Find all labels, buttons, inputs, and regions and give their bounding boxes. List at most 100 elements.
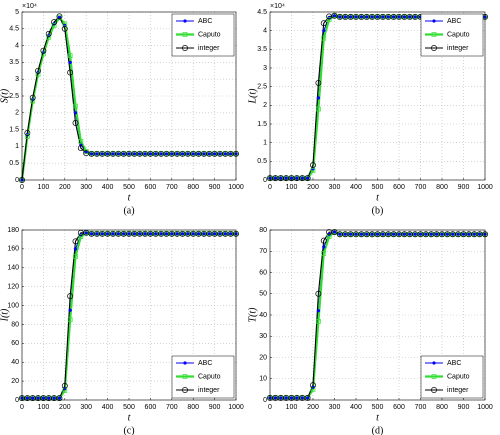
x-tick-label: 400 xyxy=(102,404,114,411)
data-point xyxy=(223,232,227,236)
data-point xyxy=(380,231,386,237)
y-tick-label: 70 xyxy=(259,248,267,255)
data-point xyxy=(89,152,94,156)
data-point xyxy=(218,152,222,156)
data-point xyxy=(229,232,233,236)
data-point xyxy=(25,396,29,400)
x-tick-label: 800 xyxy=(436,184,448,191)
data-point xyxy=(57,396,62,400)
legend-label: Caputo xyxy=(447,373,470,380)
x-tick-label: 700 xyxy=(415,404,427,411)
x-tick-label: 300 xyxy=(329,404,341,411)
x-tick-label: 1000 xyxy=(477,404,493,411)
data-point xyxy=(320,20,327,27)
legend-marker xyxy=(432,19,436,23)
legend-marker xyxy=(183,361,187,365)
data-point xyxy=(289,176,294,180)
data-point xyxy=(174,231,180,237)
data-point xyxy=(207,232,211,236)
data-point xyxy=(106,232,110,236)
y-tick-label: 40 xyxy=(259,312,267,319)
x-tick-label: 100 xyxy=(286,184,298,191)
data-point xyxy=(434,231,439,237)
data-point xyxy=(196,231,201,237)
data-point xyxy=(78,234,84,239)
data-point xyxy=(77,145,84,152)
data-point xyxy=(213,152,217,156)
data-point xyxy=(322,29,326,33)
data-point xyxy=(99,231,105,237)
data-point xyxy=(89,151,94,157)
data-point xyxy=(95,232,99,236)
y-tick-label: 0.5 xyxy=(9,160,19,167)
data-point xyxy=(359,232,363,236)
data-point xyxy=(338,232,342,236)
data-point xyxy=(121,231,127,237)
plot-frame xyxy=(21,11,237,181)
data-point xyxy=(35,67,42,74)
data-point xyxy=(300,396,304,400)
caption: (d) xyxy=(372,425,384,435)
data-point xyxy=(158,231,164,237)
y-multiplier: ×10⁴ xyxy=(22,3,37,10)
data-point xyxy=(228,231,233,237)
x-tick-label: 600 xyxy=(145,404,157,411)
data-point xyxy=(365,15,369,19)
data-point xyxy=(413,15,417,19)
legend-marker xyxy=(431,32,437,37)
data-point xyxy=(466,231,472,237)
data-point xyxy=(322,245,326,249)
data-point xyxy=(364,231,370,237)
data-point xyxy=(148,152,152,156)
data-point xyxy=(72,119,79,126)
x-tick-label: 400 xyxy=(102,184,114,191)
legend-label: ABC xyxy=(198,360,212,367)
data-point xyxy=(132,231,137,237)
x-tick-label: 1000 xyxy=(477,184,493,191)
y-tick-label: 100 xyxy=(7,302,19,309)
legend-marker xyxy=(182,32,188,37)
data-point xyxy=(407,14,413,20)
data-point xyxy=(84,231,88,235)
data-point xyxy=(396,14,402,20)
y-tick-label: 140 xyxy=(7,265,19,272)
data-point xyxy=(451,232,455,236)
x-tick-label: 800 xyxy=(436,404,448,411)
data-point xyxy=(337,14,343,20)
x-tick-label: 1000 xyxy=(228,184,244,191)
data-point xyxy=(185,151,191,157)
data-point xyxy=(407,231,413,237)
x-tick-label: 200 xyxy=(307,184,319,191)
data-point xyxy=(349,15,353,19)
data-point xyxy=(46,34,52,40)
data-point xyxy=(56,395,63,402)
data-point xyxy=(61,382,68,389)
data-point xyxy=(138,152,142,156)
data-point xyxy=(279,396,283,400)
x-tick-label: 200 xyxy=(59,404,71,411)
data-point xyxy=(332,230,337,234)
data-point xyxy=(148,231,153,237)
data-point xyxy=(67,53,73,59)
data-point xyxy=(223,152,227,156)
data-point xyxy=(154,232,158,236)
x-tick-label: 100 xyxy=(286,404,298,411)
data-point xyxy=(284,176,288,180)
y-tick-label: 10 xyxy=(259,376,267,383)
data-point xyxy=(115,151,121,157)
x-tick-label: 700 xyxy=(166,404,178,411)
data-point xyxy=(310,162,316,169)
data-point xyxy=(217,151,223,157)
data-point xyxy=(428,231,434,237)
data-point xyxy=(332,13,337,19)
x-tick-label: 500 xyxy=(123,404,135,411)
data-point xyxy=(396,231,402,237)
data-point xyxy=(67,69,74,76)
x-tick-label: 100 xyxy=(38,404,50,411)
data-point xyxy=(175,152,179,156)
data-point xyxy=(207,152,211,156)
data-point xyxy=(289,396,294,400)
y-axis-label: L(t) xyxy=(247,88,258,105)
y-tick-label: 4.5 xyxy=(257,9,267,16)
x-tick-label: 600 xyxy=(393,184,405,191)
